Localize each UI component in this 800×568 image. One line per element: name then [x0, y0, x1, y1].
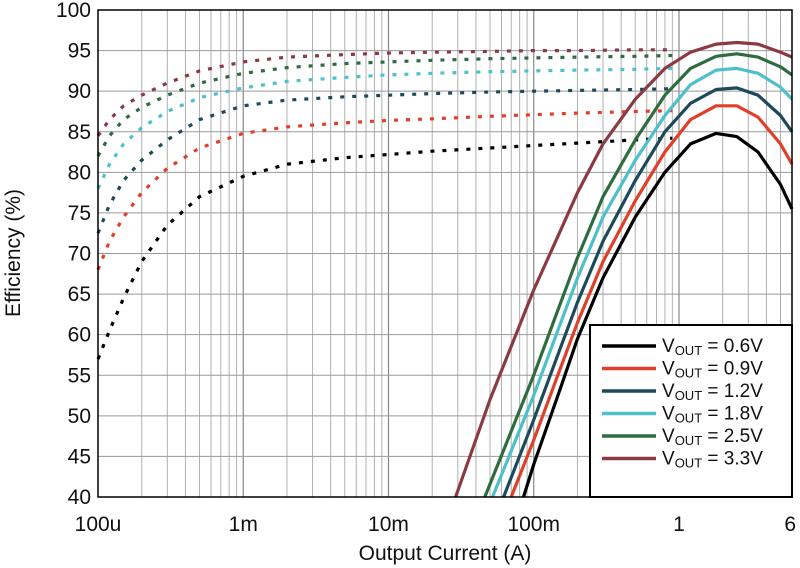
series-0-light-load-line: [96, 136, 673, 360]
y-tick-label: 55: [68, 364, 91, 387]
plot-frame: [97, 9, 793, 498]
y-tick-label: 65: [68, 283, 91, 306]
y-tick-label: 95: [68, 40, 91, 63]
legend-label: VOUT = 0.6V: [662, 336, 763, 358]
x-tick-label: 100m: [507, 513, 560, 536]
y-tick-label: 50: [68, 405, 91, 428]
x-tick-label: 1m: [229, 513, 258, 536]
legend-label: VOUT = 1.8V: [662, 404, 763, 426]
x-tick-label: 1: [673, 513, 685, 536]
y-tick-label: 45: [68, 445, 91, 468]
y-tick-label: 90: [68, 80, 91, 103]
series-2-heavy-load-line: [502, 86, 794, 498]
series-1-heavy-load-line: [509, 104, 794, 498]
series-5-heavy-load-line: [454, 40, 793, 498]
series-4-heavy-load-line: [483, 52, 793, 498]
y-tick-label: 70: [68, 243, 91, 266]
x-tick-labels: 100u 1m 10m 100m 1 6: [75, 513, 796, 536]
y-tick-label: 75: [68, 202, 91, 225]
y-tick-label: 60: [68, 324, 91, 347]
series-3-heavy-load-line: [491, 66, 794, 498]
legend-label: VOUT = 3.3V: [662, 449, 763, 471]
series-layer: [96, 40, 794, 498]
y-tick-label: 85: [68, 121, 91, 144]
y-tick-labels: 40 45 50 55 60 65 70 75 80 85 90 95 100: [56, 0, 91, 509]
series-5-light-load-line: [96, 48, 673, 137]
y-axis-title: Efficiency (%): [2, 189, 25, 317]
y-tick-label: 100: [56, 0, 91, 22]
x-tick-label: 6: [784, 513, 796, 536]
y-tick-label: 80: [68, 161, 91, 184]
legend-label: VOUT = 0.9V: [662, 359, 763, 381]
legend-label: VOUT = 1.2V: [662, 381, 763, 403]
series-1-light-load-line: [96, 109, 673, 271]
legend-label: VOUT = 2.5V: [662, 426, 763, 448]
y-tick-label: 40: [68, 486, 91, 509]
x-axis-title: Output Current (A): [359, 542, 532, 565]
series-0-heavy-load-line: [521, 131, 794, 498]
x-tick-label: 10m: [368, 513, 409, 536]
x-tick-label: 100u: [75, 513, 122, 536]
legend-box: [589, 324, 793, 498]
series-3-light-load-line: [96, 66, 673, 190]
series-2-light-load-line: [96, 87, 673, 234]
